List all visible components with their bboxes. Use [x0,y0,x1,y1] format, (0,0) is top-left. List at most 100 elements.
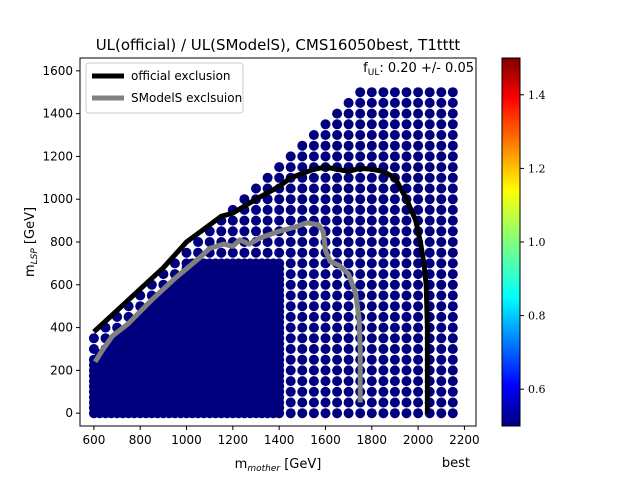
scatter-point [366,344,377,354]
scatter-point [308,290,319,301]
scatter-point [447,119,458,130]
scatter-point [320,397,331,408]
scatter-point [389,397,400,408]
scatter-point [447,354,458,365]
scatter-point [401,119,412,130]
scatter-point [332,204,343,215]
scatter-point [366,130,377,140]
scatter-point [436,162,447,173]
scatter-point [378,226,389,237]
scatter-point [447,87,458,98]
scatter-point [343,108,354,119]
scatter-point [262,215,273,226]
scatter-point [343,322,354,333]
scatter-point [343,130,354,140]
scatter-point [378,279,389,290]
scatter-point [401,151,412,162]
scatter-point [389,311,400,322]
scatter-point [447,226,458,237]
scatter-point [297,258,308,269]
y-tick-label: 1400 [42,107,73,121]
scatter-point [308,204,319,215]
scatter-point [355,194,366,205]
scatter-point [413,97,424,108]
scatter-point [378,408,389,419]
scatter-point [413,322,424,333]
colorbar [501,57,521,427]
scatter-point [274,215,285,226]
scatter-point [297,376,308,387]
scatter-point [285,290,296,301]
scatter-point [343,301,354,312]
scatter-point [343,376,354,387]
scatter-point [424,162,435,173]
scatter-point [251,247,261,258]
scatter-point [343,151,354,162]
x-tick-label: 1600 [310,433,341,447]
scatter-point [297,237,308,247]
scatter-point [332,247,343,258]
scatter-point [355,204,366,215]
legend-label-smodels: SModelS exclsuion [131,91,242,105]
scatter-point [436,333,447,344]
legend-label-official: official exclusion [131,69,231,83]
scatter-point [413,140,424,151]
scatter-point [332,279,343,290]
scatter-point [413,130,424,140]
scatter-point [343,344,354,354]
scatter-point [332,140,343,151]
scatter-point [401,247,412,258]
scatter-point [332,344,343,354]
scatter-point [401,162,412,173]
scatter-point [343,247,354,258]
scatter-point [366,226,377,237]
scatter-point [297,183,308,194]
scatter-point [285,322,296,333]
scatter-point [389,204,400,215]
scatter-point [389,365,400,376]
scatter-point [320,194,331,205]
scatter-point [401,130,412,140]
scatter-point [436,290,447,301]
scatter-point [366,376,377,387]
scatter-point [308,140,319,151]
x-tick-label: 600 [82,433,105,447]
scatter-point [378,333,389,344]
scatter-point [436,258,447,269]
scatter-point [332,151,343,162]
scatter-point [424,108,435,119]
corner-label: best [442,456,470,471]
colorbar-tick-label: 0.6 [528,383,546,396]
scatter-point [355,108,366,119]
scatter-point [332,269,343,280]
scatter-point [401,376,412,387]
scatter-point [355,119,366,130]
scatter-point [447,237,458,247]
scatter-point [274,237,285,247]
scatter-point [320,354,331,365]
scatter-point [436,408,447,419]
scatter-point [297,247,308,258]
scatter-point [389,119,400,130]
scatter-point [378,386,389,397]
scatter-point [413,408,424,419]
scatter-point [378,108,389,119]
ful-annotation: fUL: 0.20 +/- 0.05 [363,61,474,78]
scatter-point [366,301,377,312]
x-tick-label: 1800 [357,433,388,447]
scatter-point [308,183,319,194]
scatter-point [308,365,319,376]
scatter-point [389,344,400,354]
scatter-point [366,258,377,269]
x-tick-label: 2200 [449,433,480,447]
scatter-point [355,226,366,237]
scatter-point [424,140,435,151]
scatter-point [251,226,261,237]
scatter-point [285,151,296,162]
scatter-point [401,397,412,408]
scatter-point [332,183,343,194]
scatter-point [447,301,458,312]
scatter-point [297,162,308,173]
scatter-point [401,140,412,151]
scatter-point [285,333,296,344]
